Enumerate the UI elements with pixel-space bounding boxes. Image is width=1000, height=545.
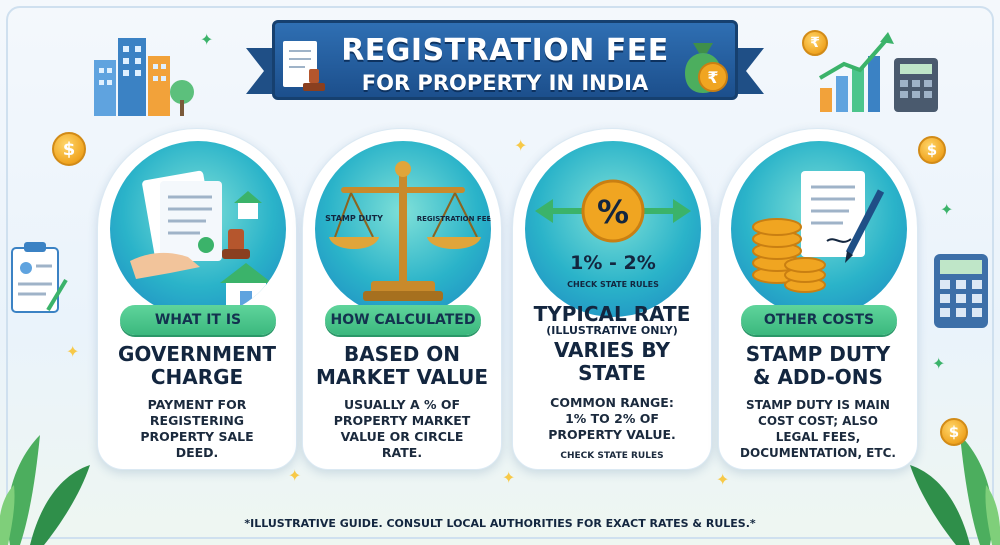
card-title: GOVERNMENT CHARGE: [104, 343, 290, 389]
card-title-line: VARIES BY: [553, 338, 671, 362]
clipboard-icon: [11, 242, 68, 313]
card-label: OTHER COSTS: [741, 305, 897, 335]
percent-arrows-icon: % 1% - 2% CHECK STATE RULES: [535, 179, 691, 289]
sparkle-icon: ✦: [940, 200, 954, 219]
document-hand-house-icon: [130, 170, 272, 311]
card-typical-rate: % 1% - 2% CHECK STATE RULES TYPICAL RATE…: [512, 128, 712, 470]
coin-symbol: $: [948, 423, 960, 441]
sparkle-icon: ✦: [200, 30, 214, 49]
card-title: STAMP DUTY & ADD-ONS: [725, 343, 911, 389]
card-body-line: DOCUMENTATION, ETC.: [740, 446, 896, 460]
card-title-line: BASED ON: [343, 342, 461, 366]
document-stamp-icon: [283, 41, 325, 91]
card-title-line: TYPICAL RATE: [533, 302, 691, 326]
page-subtitle: FOR PROPERTY IN INDIA: [361, 71, 649, 95]
card-body-line: 1% TO 2% OF: [565, 411, 659, 426]
card-title-line: MARKET VALUE: [315, 365, 489, 389]
card-body-line: COST COST; ALSO: [758, 414, 878, 428]
illus-range: 1% - 2%: [570, 252, 656, 274]
card-title: BASED ON MARKET VALUE: [309, 343, 495, 389]
card-body: USUALLY A % OF PROPERTY MARKET VALUE OR …: [317, 397, 487, 461]
card-body-line: PAYMENT FOR: [147, 397, 247, 412]
title-banner: REGISTRATION FEE FOR PROPERTY IN INDIA ₹: [246, 12, 748, 112]
page-frame: [6, 6, 994, 539]
page-title: REGISTRATION FEE: [341, 33, 669, 68]
scale-left-label: STAMP DUTY: [325, 214, 383, 223]
balance-scale-icon: STAMP DUTY REGISTRATION FEE: [325, 161, 491, 301]
sparkle-icon: ✦: [514, 136, 528, 155]
card-title-line: STATE: [578, 361, 646, 385]
coin-icon: $: [52, 132, 86, 166]
coin-icon: $: [918, 136, 946, 164]
card-illustration: [731, 141, 907, 317]
card-body-line: PROPERTY SALE: [140, 429, 254, 444]
card-body-line: COMMON RANGE:: [550, 395, 674, 410]
growth-chart-icon: [818, 32, 938, 112]
card-illustration: [110, 141, 286, 317]
rupee-glyph: ₹: [707, 68, 718, 87]
sparkle-icon: ✦: [716, 470, 730, 489]
card-body-line: USUALLY A % OF: [343, 397, 461, 412]
card-body-line: DEED.: [175, 445, 219, 460]
coin-icon: $: [940, 418, 968, 446]
money-bag-icon: ₹: [685, 43, 728, 93]
card-body-line: VALUE OR CIRCLE: [340, 429, 464, 444]
scale-right-label: REGISTRATION FEE: [417, 215, 491, 223]
card-label: HOW CALCULATED: [325, 305, 481, 335]
coin-symbol: $: [62, 138, 76, 160]
coin-symbol: $: [926, 141, 938, 159]
banner-body: REGISTRATION FEE FOR PROPERTY IN INDIA ₹: [272, 20, 738, 100]
card-title-line: GOVERNMENT: [117, 342, 277, 366]
sparkle-icon: ✦: [932, 354, 946, 373]
sparkle-icon: ✦: [66, 342, 80, 361]
card-title-line: & ADD-ONS: [753, 365, 883, 389]
card-what-it-is: WHAT IT IS GOVERNMENT CHARGE PAYMENT FOR…: [97, 128, 297, 470]
card-title-line: CHARGE: [150, 365, 244, 389]
card-body: COMMON RANGE: 1% TO 2% OF PROPERTY VALUE…: [527, 395, 697, 443]
card-illustration: % 1% - 2% CHECK STATE RULES: [525, 141, 701, 317]
sparkle-icon: ✦: [288, 466, 302, 485]
card-title-line: STAMP DUTY: [745, 342, 891, 366]
card-label: WHAT IT IS: [120, 305, 276, 335]
rupee-symbol: ₹: [810, 35, 820, 51]
coins-document-pen-icon: [752, 171, 885, 293]
card-body-line: PROPERTY MARKET: [333, 413, 471, 428]
card-body-line: REGISTERING: [149, 413, 245, 428]
card-title: TYPICAL RATE: [519, 303, 705, 326]
card-body: PAYMENT FOR REGISTERING PROPERTY SALE DE…: [112, 397, 282, 461]
sparkle-icon: ✦: [502, 468, 516, 487]
card-note: CHECK STATE RULES: [560, 451, 664, 461]
leaves-right-icon: [910, 435, 1000, 545]
buildings-icon: [94, 38, 194, 116]
footer-disclaimer: *ILLUSTRATIVE GUIDE. CONSULT LOCAL AUTHO…: [244, 517, 756, 530]
card-other-costs: OTHER COSTS STAMP DUTY & ADD-ONS STAMP D…: [718, 128, 918, 470]
card-body-line: RATE.: [381, 445, 423, 460]
card-how-calculated: STAMP DUTY REGISTRATION FEE HOW CALCULAT…: [302, 128, 502, 470]
card-title: VARIES BY STATE: [519, 339, 705, 385]
card-body: STAMP DUTY IS MAIN COST COST; ALSO LEGAL…: [733, 397, 903, 461]
card-body-line: STAMP DUTY IS MAIN: [746, 398, 890, 412]
card-body-line: LEGAL FEES,: [775, 430, 861, 444]
illus-note: CHECK STATE RULES: [567, 280, 659, 289]
card-subtitle: (ILLUSTRATIVE ONLY): [546, 324, 678, 337]
leaves-left-icon: [0, 435, 90, 545]
card-illustration: STAMP DUTY REGISTRATION FEE: [315, 141, 491, 317]
percent-glyph: %: [597, 193, 629, 231]
calculator-icon: [934, 254, 988, 328]
card-body-line: PROPERTY VALUE.: [548, 427, 676, 442]
rupee-coin-icon: ₹: [802, 30, 828, 56]
